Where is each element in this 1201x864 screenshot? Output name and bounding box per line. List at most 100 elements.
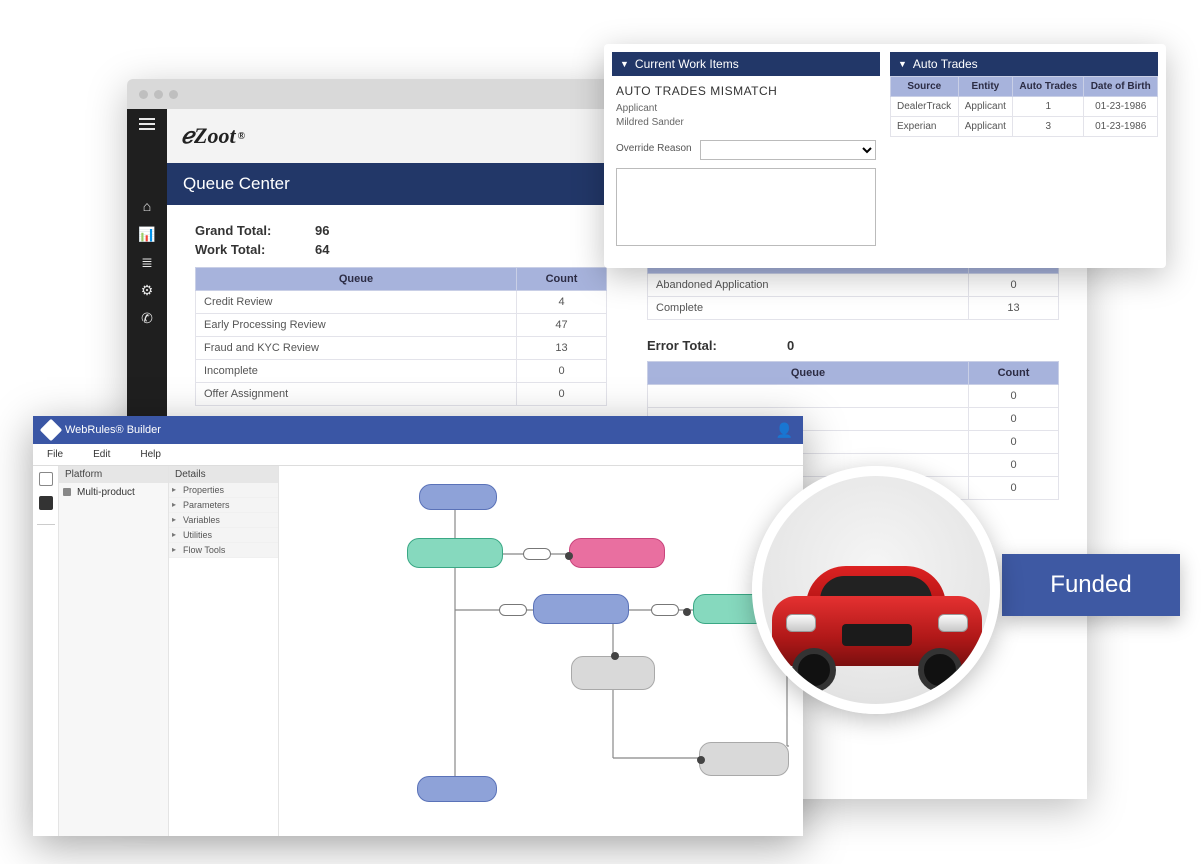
- col-source: Source: [891, 77, 959, 97]
- window-dot: [154, 90, 163, 99]
- override-reason-label: Override Reason: [616, 140, 692, 154]
- cell-queue: Abandoned Application: [648, 274, 969, 297]
- flow-port[interactable]: [565, 552, 573, 560]
- cell-count: 0: [517, 360, 607, 383]
- cell-entity: Applicant: [958, 117, 1013, 137]
- cell-queue: Fraud and KYC Review: [196, 337, 517, 360]
- work-total-label: Work Total:: [195, 242, 285, 257]
- flow-port[interactable]: [697, 756, 705, 764]
- cell-source: Experian: [891, 117, 959, 137]
- cell-queue: Early Processing Review: [196, 314, 517, 337]
- table-row[interactable]: ExperianApplicant301-23-1986: [891, 117, 1158, 137]
- workitems-panel: Current Work Items AUTO TRADES MISMATCH …: [604, 44, 1166, 268]
- error-total-value: 0: [787, 338, 794, 353]
- chart-icon[interactable]: 📊: [138, 227, 156, 241]
- tool-icon[interactable]: [39, 496, 53, 510]
- cell-count: 13: [517, 337, 607, 360]
- cell-count: 4: [517, 291, 607, 314]
- layers-icon[interactable]: ≣: [138, 255, 156, 269]
- cell-count: 47: [517, 314, 607, 337]
- table-row[interactable]: 0: [648, 385, 1059, 408]
- cell-count: 0: [969, 385, 1059, 408]
- table-row[interactable]: Complete13: [648, 297, 1059, 320]
- cell-count: 13: [969, 297, 1059, 320]
- table-row[interactable]: DealerTrackApplicant101-23-1986: [891, 97, 1158, 117]
- menu-help[interactable]: Help: [140, 449, 161, 460]
- details-row[interactable]: Variables: [169, 513, 278, 528]
- table-row[interactable]: Incomplete0: [196, 360, 607, 383]
- cell-count: 0: [969, 454, 1059, 477]
- wrb-flow-canvas[interactable]: [279, 466, 803, 836]
- flow-node[interactable]: [699, 742, 789, 776]
- flow-node[interactable]: [533, 594, 629, 624]
- workitem-title: AUTO TRADES MISMATCH: [616, 84, 876, 98]
- cell-queue: Credit Review: [196, 291, 517, 314]
- workitem-sublabel: Applicant: [616, 102, 876, 116]
- override-reason-select[interactable]: [700, 140, 876, 160]
- table-row[interactable]: Fraud and KYC Review13: [196, 337, 607, 360]
- flow-node[interactable]: [417, 776, 497, 802]
- col-count: Count: [517, 268, 607, 291]
- table-row[interactable]: Credit Review4: [196, 291, 607, 314]
- flow-connector[interactable]: [523, 548, 551, 560]
- phone-icon[interactable]: ✆: [138, 311, 156, 325]
- col-queue: Queue: [648, 362, 969, 385]
- tool-icon[interactable]: [39, 472, 53, 486]
- flow-connector[interactable]: [499, 604, 527, 616]
- flow-node[interactable]: [569, 538, 665, 568]
- gear-icon[interactable]: ⚙: [138, 283, 156, 297]
- cell-count: 0: [969, 274, 1059, 297]
- col-queue: Queue: [196, 268, 517, 291]
- cell-count: 0: [969, 431, 1059, 454]
- auto-trades-header[interactable]: Auto Trades: [890, 52, 1158, 76]
- flow-node[interactable]: [419, 484, 497, 510]
- funded-badge: Funded: [1002, 554, 1180, 616]
- details-row[interactable]: Parameters: [169, 498, 278, 513]
- table-row[interactable]: Early Processing Review47: [196, 314, 607, 337]
- flow-connector[interactable]: [651, 604, 679, 616]
- cell-count: 0: [517, 383, 607, 406]
- grand-total-label: Grand Total:: [195, 223, 285, 238]
- cell-queue: Incomplete: [196, 360, 517, 383]
- flow-node[interactable]: [407, 538, 503, 568]
- override-notes-textarea[interactable]: [616, 168, 876, 246]
- wrb-menubar: File Edit Help: [33, 444, 803, 466]
- home-icon[interactable]: ⌂: [138, 199, 156, 213]
- cell-queue: Offer Assignment: [196, 383, 517, 406]
- wrb-title: WebRules® Builder: [65, 424, 161, 436]
- wrb-details-panel: Details PropertiesParametersVariablesUti…: [169, 466, 279, 836]
- auto-trades-table: Source Entity Auto Trades Date of Birth …: [890, 76, 1158, 137]
- wrb-titlebar: WebRules® Builder 👤: [33, 416, 803, 444]
- wrb-platform-nav: Platform Multi-product: [59, 466, 169, 836]
- window-dot: [169, 90, 178, 99]
- cell-entity: Applicant: [958, 97, 1013, 117]
- details-row[interactable]: Properties: [169, 483, 278, 498]
- col-dob: Date of Birth: [1084, 77, 1158, 97]
- work-total-value: 64: [315, 242, 329, 257]
- details-header: Details: [169, 466, 278, 483]
- nav-item-multiproduct[interactable]: Multi-product: [59, 483, 168, 502]
- wrb-toolrail: [33, 466, 59, 836]
- cell-dob: 01-23-1986: [1084, 97, 1158, 117]
- wrb-logo-icon: [40, 419, 63, 442]
- current-work-items-header[interactable]: Current Work Items: [612, 52, 880, 76]
- work-queue-table: Queue Count Credit Review4Early Processi…: [195, 267, 607, 406]
- cell-queue: [648, 385, 969, 408]
- menu-file[interactable]: File: [47, 449, 63, 460]
- flow-node[interactable]: [571, 656, 655, 690]
- details-row[interactable]: Flow Tools: [169, 543, 278, 558]
- cell-count: 0: [969, 477, 1059, 500]
- flow-port[interactable]: [683, 608, 691, 616]
- table-row[interactable]: Abandoned Application0: [648, 274, 1059, 297]
- brand-name: Zoot: [194, 123, 236, 149]
- cell-source: DealerTrack: [891, 97, 959, 117]
- platform-header: Platform: [59, 466, 168, 483]
- cell-dob: 01-23-1986: [1084, 117, 1158, 137]
- table-row[interactable]: Offer Assignment0: [196, 383, 607, 406]
- details-row[interactable]: Utilities: [169, 528, 278, 543]
- user-icon[interactable]: 👤: [776, 422, 793, 439]
- flow-port[interactable]: [611, 652, 619, 660]
- menu-edit[interactable]: Edit: [93, 449, 110, 460]
- menu-icon[interactable]: [138, 117, 156, 131]
- window-dot: [139, 90, 148, 99]
